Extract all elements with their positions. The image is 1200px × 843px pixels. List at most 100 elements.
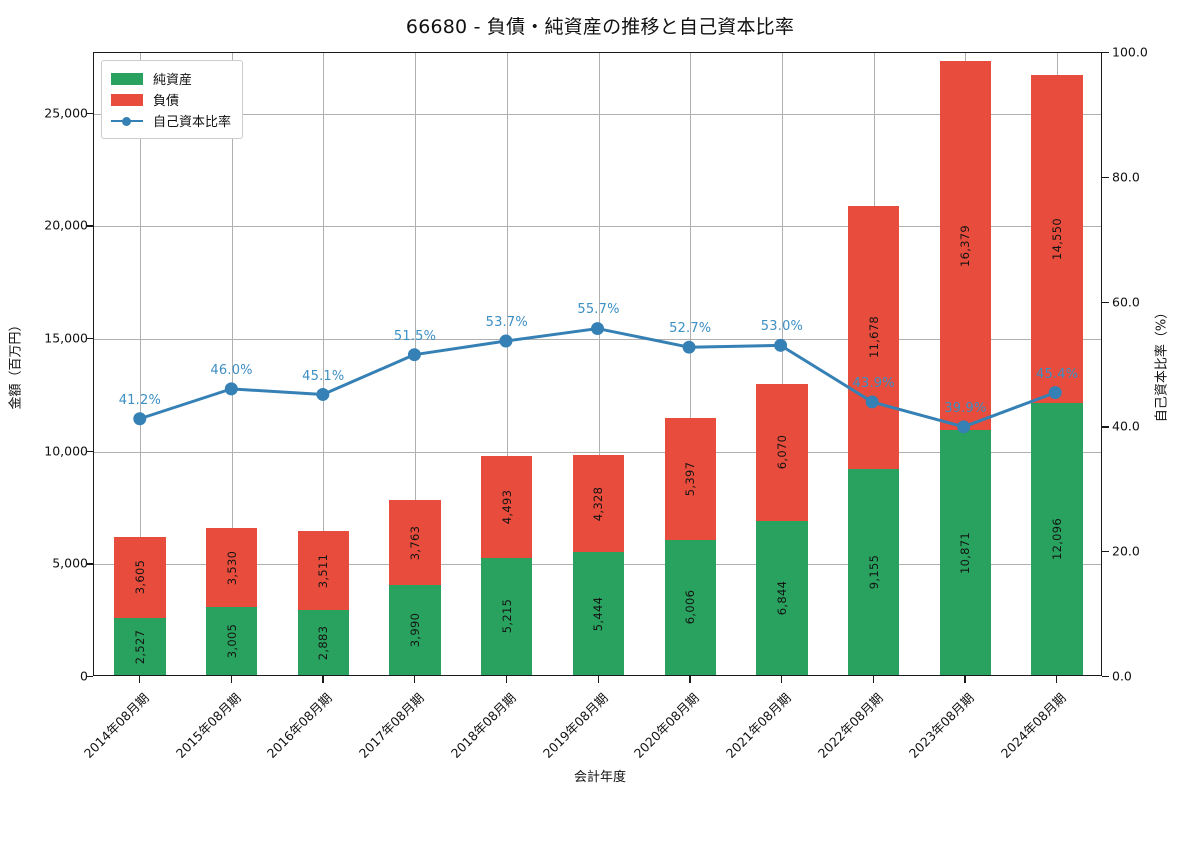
bar-segment-equity[interactable]: 3,990 [389,585,441,675]
y-tick-label-right: 60.0 [1112,294,1140,310]
x-tick-mark [414,676,416,683]
bar-stack[interactable]: 5,215 4,493 [481,456,533,675]
ratio-data-point[interactable] [774,338,788,352]
bar-stack[interactable]: 9,155 11,678 [847,205,900,675]
bar-segment-equity[interactable]: 2,883 [297,610,349,675]
legend-label-equity-ratio: 自己資本比率 [153,115,232,130]
x-tick-mark [597,676,599,683]
bar-segment-equity[interactable]: 5,444 [572,552,625,675]
y-tick-mark-left [86,112,93,115]
bar-value-label-equity: 9,155 [866,554,881,590]
bar-segment-liabilities[interactable]: 14,550 [1031,74,1083,403]
y-tick-mark-left [86,450,93,453]
x-tick-mark [505,676,508,683]
y-tick-label-right: 20.0 [1112,543,1140,559]
x-tick-mark [964,676,966,683]
x-tick-mark [322,676,324,683]
bar-segment-equity[interactable]: 5,215 [481,557,533,675]
x-tick-mark [1056,676,1058,683]
bar-value-label-liabilities: 6,070 [774,435,789,470]
bar-segment-liabilities[interactable]: 3,605 [114,536,166,619]
bar-segment-equity[interactable]: 2,527 [114,618,166,675]
bar-value-label-equity: 10,871 [958,531,973,574]
bar-stack[interactable]: 6,006 5,397 [664,418,716,675]
y-tick-mark-right [1102,676,1109,678]
y-tick-label-left: 25,000 [44,105,88,121]
bar-stack[interactable]: 2,883 3,511 [297,530,349,675]
bar-stack[interactable]: 3,005 3,530 [205,527,258,675]
bar-stack[interactable]: 10,871 16,379 [939,61,992,675]
bar-segment-liabilities[interactable]: 5,397 [664,418,716,540]
bar-segment-liabilities[interactable]: 3,511 [297,530,349,611]
y-tick-label-right: 100.0 [1112,44,1148,60]
y-axis-label-left: 金額（百万円） [8,318,24,410]
ratio-data-point[interactable] [591,322,604,336]
bar-stack[interactable]: 3,990 3,763 [389,500,441,675]
legend-label-equity: 純資産 [153,73,193,88]
bar-segment-liabilities[interactable]: 4,328 [572,454,625,553]
y-tick-mark-right [1102,52,1109,54]
bar-segment-equity[interactable]: 3,005 [205,607,258,675]
y-tick-mark-left [86,338,93,340]
ratio-value-label: 53.7% [485,314,528,330]
bar-value-label-liabilities: 3,605 [132,560,147,595]
chart-figure: 66680 - 負債・純資産の推移と自己資本比率 金額（百万円） 自己資本比率（… [8,16,1170,785]
bar-segment-equity[interactable]: 6,844 [756,520,808,675]
bar-value-label-liabilities: 4,328 [591,486,606,521]
y-tick-label-right: 80.0 [1112,169,1140,185]
y-tick-mark-right [1102,301,1109,303]
bar-value-label-liabilities: 3,511 [316,553,331,588]
gridline-horizontal [94,113,1101,115]
legend-swatch-equity [111,72,143,85]
bar-segment-liabilities[interactable]: 6,070 [756,384,808,521]
bar-segment-liabilities[interactable]: 16,379 [939,61,992,431]
legend-item-equity-ratio: 自己資本比率 [111,110,231,131]
chart-legend: 純資産 負債 自己資本比率 [101,60,244,139]
y-tick-mark-right [1102,176,1109,179]
ratio-value-label: 43.9% [852,376,895,392]
plot-area: 2,527 3,605 3,005 3,530 2,883 3,511 3,990 3,763… [93,52,1102,676]
y-tick-label-left: 0 [80,668,88,684]
y-tick-label-right: 40.0 [1112,418,1140,434]
legend-item-equity: 純資産 [111,68,231,89]
legend-swatch-liabilities [111,93,143,106]
ratio-data-point[interactable] [682,340,696,354]
bar-segment-liabilities[interactable]: 3,530 [205,527,258,608]
y-tick-mark-right [1102,426,1109,428]
bar-segment-equity[interactable]: 9,155 [847,468,900,675]
bar-value-label-liabilities: 16,379 [958,224,973,267]
bar-value-label-equity: 6,006 [683,590,698,625]
y-axis-label-right: 自己資本比率（%） [1154,305,1170,423]
bar-stack[interactable]: 2,527 3,605 [114,536,166,675]
ratio-line-path [138,327,1057,429]
bar-segment-liabilities[interactable]: 11,678 [847,205,900,469]
bar-stack[interactable]: 6,844 6,070 [756,384,808,675]
bar-segment-liabilities[interactable]: 3,763 [389,500,441,586]
bar-segment-equity[interactable]: 10,871 [939,430,992,675]
bar-segment-equity[interactable]: 6,006 [664,539,716,675]
bar-value-label-liabilities: 5,397 [683,461,698,497]
y-tick-mark-left [86,225,93,227]
bar-value-label-liabilities: 3,530 [224,550,239,585]
gridline-horizontal [94,677,1101,678]
bar-value-label-liabilities: 3,763 [408,525,423,560]
y-tick-label-left: 10,000 [44,443,88,459]
x-tick-mark [780,676,783,683]
ratio-value-label: 52.7% [669,321,712,337]
legend-swatch-equity-ratio [111,115,143,127]
y-tick-mark-right [1102,551,1109,553]
bar-segment-liabilities[interactable]: 4,493 [481,456,533,558]
bar-stack[interactable]: 5,444 4,328 [572,454,625,675]
bar-segment-equity[interactable]: 12,096 [1031,402,1083,675]
y-tick-label-left: 20,000 [44,217,88,233]
bar-value-label-equity: 3,005 [224,623,239,659]
legend-label-liabilities: 負債 [153,94,180,109]
bar-value-label-liabilities: 11,678 [866,316,881,359]
ratio-value-label: 55.7% [577,302,620,318]
legend-item-liabilities: 負債 [111,89,231,110]
bar-value-label-equity: 2,527 [132,629,147,664]
bar-value-label-equity: 2,883 [316,625,331,660]
bar-stack[interactable]: 12,096 14,550 [1031,74,1083,675]
ratio-value-label: 51.5% [393,328,437,344]
ratio-value-label: 45.4% [1035,366,1079,382]
